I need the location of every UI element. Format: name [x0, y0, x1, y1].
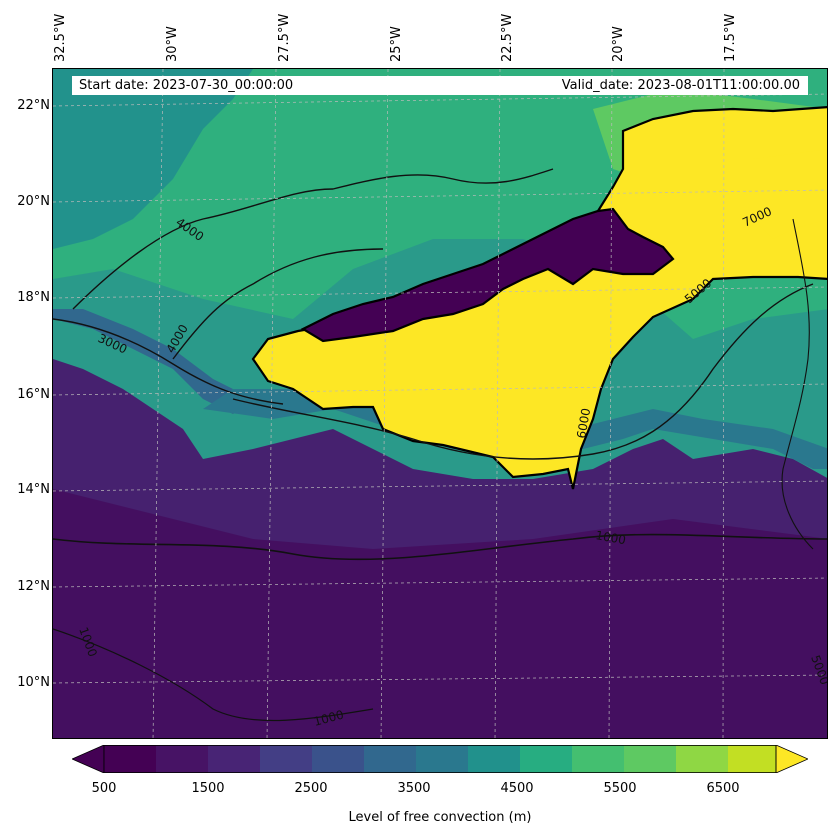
colorbar	[72, 745, 808, 773]
lon-label-25w: 25°W	[389, 26, 404, 62]
field-4000-band	[53, 69, 253, 249]
field-3500-band	[203, 389, 827, 469]
colorbar-tick: 3500	[397, 781, 431, 796]
colorbar-tick: 1500	[191, 781, 225, 796]
lon-label-32-5w: 32.5°W	[53, 13, 68, 62]
contour-label: 6000	[574, 407, 593, 440]
contour-4000	[72, 168, 554, 310]
colorbar-tick: 6500	[706, 781, 740, 796]
colorbar-tick: 2500	[294, 781, 328, 796]
lat-label-20n: 20°N	[17, 194, 50, 209]
lat-label-16n: 16°N	[17, 387, 50, 402]
field-500-patches	[53, 489, 827, 738]
colorbar-bin	[312, 745, 364, 773]
contour-4000-south	[172, 248, 384, 360]
colorbar-tick: 500	[91, 781, 117, 796]
colorbar-bin	[104, 745, 156, 773]
field-3000-band	[53, 309, 253, 414]
lon-label-30w: 30°W	[165, 26, 180, 62]
lon-label-20w: 20°W	[611, 26, 626, 62]
colorbar-bin	[728, 745, 776, 773]
colorbar-bin	[676, 745, 728, 773]
lat-label-14n: 14°N	[17, 482, 50, 497]
contour-5000	[232, 283, 814, 460]
colorbar-bin	[572, 745, 624, 773]
coastline	[781, 218, 814, 550]
colorbar-bin	[468, 745, 520, 773]
colorbar-arrow-right	[775, 745, 808, 773]
lon-label-17-5w: 17.5°W	[723, 13, 738, 62]
contour-map: 4000 3000 4000 5000 6000 1000 1000 1000 …	[53, 69, 827, 738]
contour-3000	[53, 318, 284, 405]
lat-label-12n: 12°N	[17, 579, 50, 594]
colorbar-bin	[260, 745, 312, 773]
colorbar-bin	[364, 745, 416, 773]
graticule	[53, 69, 827, 738]
colorbar-bin	[520, 745, 572, 773]
colorbar-bin	[416, 745, 468, 773]
colorbar-outline	[103, 745, 777, 773]
lat-label-18n: 18°N	[17, 290, 50, 305]
colorbar-bin	[208, 745, 260, 773]
field-500-strip	[300, 207, 675, 343]
lat-label-10n: 10°N	[17, 675, 50, 690]
date-info-bar: Start date: 2023-07-30_00:00:00 Valid_da…	[72, 76, 808, 95]
colorbar-bin	[624, 745, 676, 773]
contour-label: 1000	[594, 528, 627, 547]
lon-label-22-5w: 22.5°W	[500, 13, 515, 62]
lat-label-22n: 22°N	[17, 98, 50, 113]
colorbar-bin	[156, 745, 208, 773]
start-date-label: Start date: 2023-07-30_00:00:00	[79, 78, 294, 93]
colorbar-tick: 5500	[603, 781, 637, 796]
colorbar-tick: 4500	[500, 781, 534, 796]
valid-date-label: Valid_date: 2023-08-01T11:00:00.00	[561, 78, 800, 93]
colorbar-label: Level of free convection (m)	[348, 810, 532, 825]
field-7000-coast	[753, 149, 827, 239]
contour-1000	[53, 533, 827, 561]
colorbar-arrow-left	[72, 745, 105, 773]
lon-label-27-5w: 27.5°W	[277, 13, 292, 62]
contour-1000-lower	[53, 628, 374, 722]
map-panel: 4000 3000 4000 5000 6000 1000 1000 1000 …	[52, 68, 828, 739]
